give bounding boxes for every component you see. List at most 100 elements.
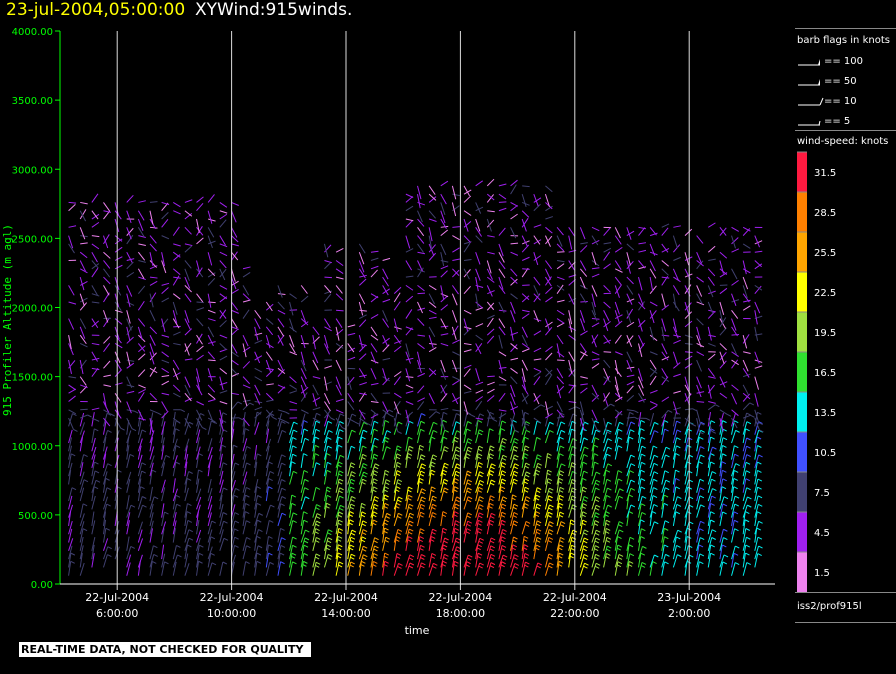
wind-barb (475, 252, 481, 265)
wind-barb-tick (454, 457, 459, 460)
wind-barb-tick (366, 422, 371, 426)
wind-barb-tick (338, 478, 344, 482)
wind-barb-tick (453, 489, 458, 493)
wind-barb (382, 479, 387, 493)
wind-barb (672, 469, 676, 485)
wind-barb-tick (595, 471, 601, 475)
wind-barb (533, 544, 537, 560)
wind-barb (498, 366, 507, 369)
wind-barb-tick (395, 464, 401, 468)
wind-barb (451, 185, 457, 200)
wind-barb (324, 365, 333, 369)
wind-barb (347, 471, 353, 485)
wind-barb-tick (618, 495, 624, 499)
wind-barb (172, 428, 176, 444)
wind-barb (754, 537, 759, 551)
wind-barb (719, 478, 724, 493)
wind-barb (544, 401, 549, 416)
wind-barb (637, 478, 642, 493)
wind-barb (731, 463, 737, 477)
wind-barb (580, 242, 588, 245)
wind-barb-tick (396, 453, 402, 457)
wind-barb (79, 412, 85, 427)
wind-barb (289, 536, 294, 551)
wind-barb (510, 471, 515, 485)
wind-barb (672, 244, 681, 253)
wind-barb (242, 471, 248, 485)
wind-barb (463, 220, 472, 228)
wind-barb (196, 553, 200, 568)
wind-barb-tick (500, 548, 506, 551)
wind-barb-tick (699, 495, 705, 499)
wind-barb-tick (514, 562, 520, 566)
wind-barb (463, 401, 469, 415)
wind-barb-tick (372, 473, 378, 477)
wind-barb-tick (383, 489, 388, 493)
wind-barb (312, 445, 316, 460)
wind-barb (649, 463, 655, 477)
wind-barb (591, 394, 600, 402)
wind-barb-tick (466, 490, 471, 494)
wind-barb-tick (350, 556, 355, 560)
wind-barb (475, 342, 483, 353)
wind-barb (510, 251, 519, 256)
wind-barb (196, 429, 201, 444)
wind-barb (707, 461, 712, 477)
wind-barb (614, 314, 623, 320)
wind-barb (428, 495, 434, 510)
wind-barb (579, 343, 587, 353)
wind-barb (707, 436, 712, 452)
wind-barb (754, 376, 760, 390)
wind-barb (312, 351, 319, 364)
wind-barb-tick (363, 471, 368, 475)
wind-barb-tick (700, 504, 705, 508)
wind-barb-tick (491, 463, 496, 467)
wind-barb-tick (513, 445, 519, 449)
wind-barb (603, 320, 611, 328)
wind-barb-tick (640, 503, 646, 507)
wind-barb (568, 438, 574, 452)
wind-barb (475, 400, 483, 411)
wind-barb-tick (500, 522, 505, 526)
wind-barb (649, 276, 654, 292)
wind-barb-tick (441, 514, 447, 517)
wind-barb (638, 242, 647, 245)
wind-barb (161, 544, 165, 560)
wind-barb (254, 393, 261, 405)
wind-barb (544, 422, 551, 435)
wind-barb-tick (409, 445, 414, 449)
wind-barb (638, 546, 643, 560)
y-tick-label: 1000.00 (12, 442, 53, 453)
wind-barb (91, 454, 96, 468)
wind-barb-tick (420, 454, 426, 458)
wind-barb-tick (314, 531, 319, 535)
wind-barb-tick (455, 470, 461, 474)
wind-barb-tick (699, 436, 704, 440)
wind-barb (347, 511, 351, 527)
wind-barb (300, 413, 306, 427)
wind-barb (754, 545, 760, 560)
wind-barb (626, 429, 631, 444)
wind-barb (696, 235, 704, 244)
wind-barb (707, 495, 713, 510)
wind-barb (266, 343, 274, 349)
wind-barb-tick (617, 561, 623, 565)
wind-barb-tick (581, 514, 586, 518)
wind-barb (300, 295, 309, 303)
wind-barb (323, 462, 328, 477)
wind-barb (707, 519, 712, 535)
wind-barb-tick (338, 561, 344, 565)
wind-barb-tick (478, 461, 483, 465)
wind-barb-tick (745, 470, 751, 474)
wind-barb (754, 527, 758, 543)
wind-barb (323, 503, 327, 518)
wind-barb (370, 382, 379, 386)
wind-barb (591, 545, 596, 560)
wind-barb (533, 293, 541, 301)
wind-barb (603, 479, 608, 493)
wind-barb (370, 257, 379, 261)
wind-barb (312, 504, 317, 518)
wind-barb (579, 428, 584, 444)
wind-barb-tick (338, 444, 343, 448)
wind-barb (719, 409, 728, 415)
